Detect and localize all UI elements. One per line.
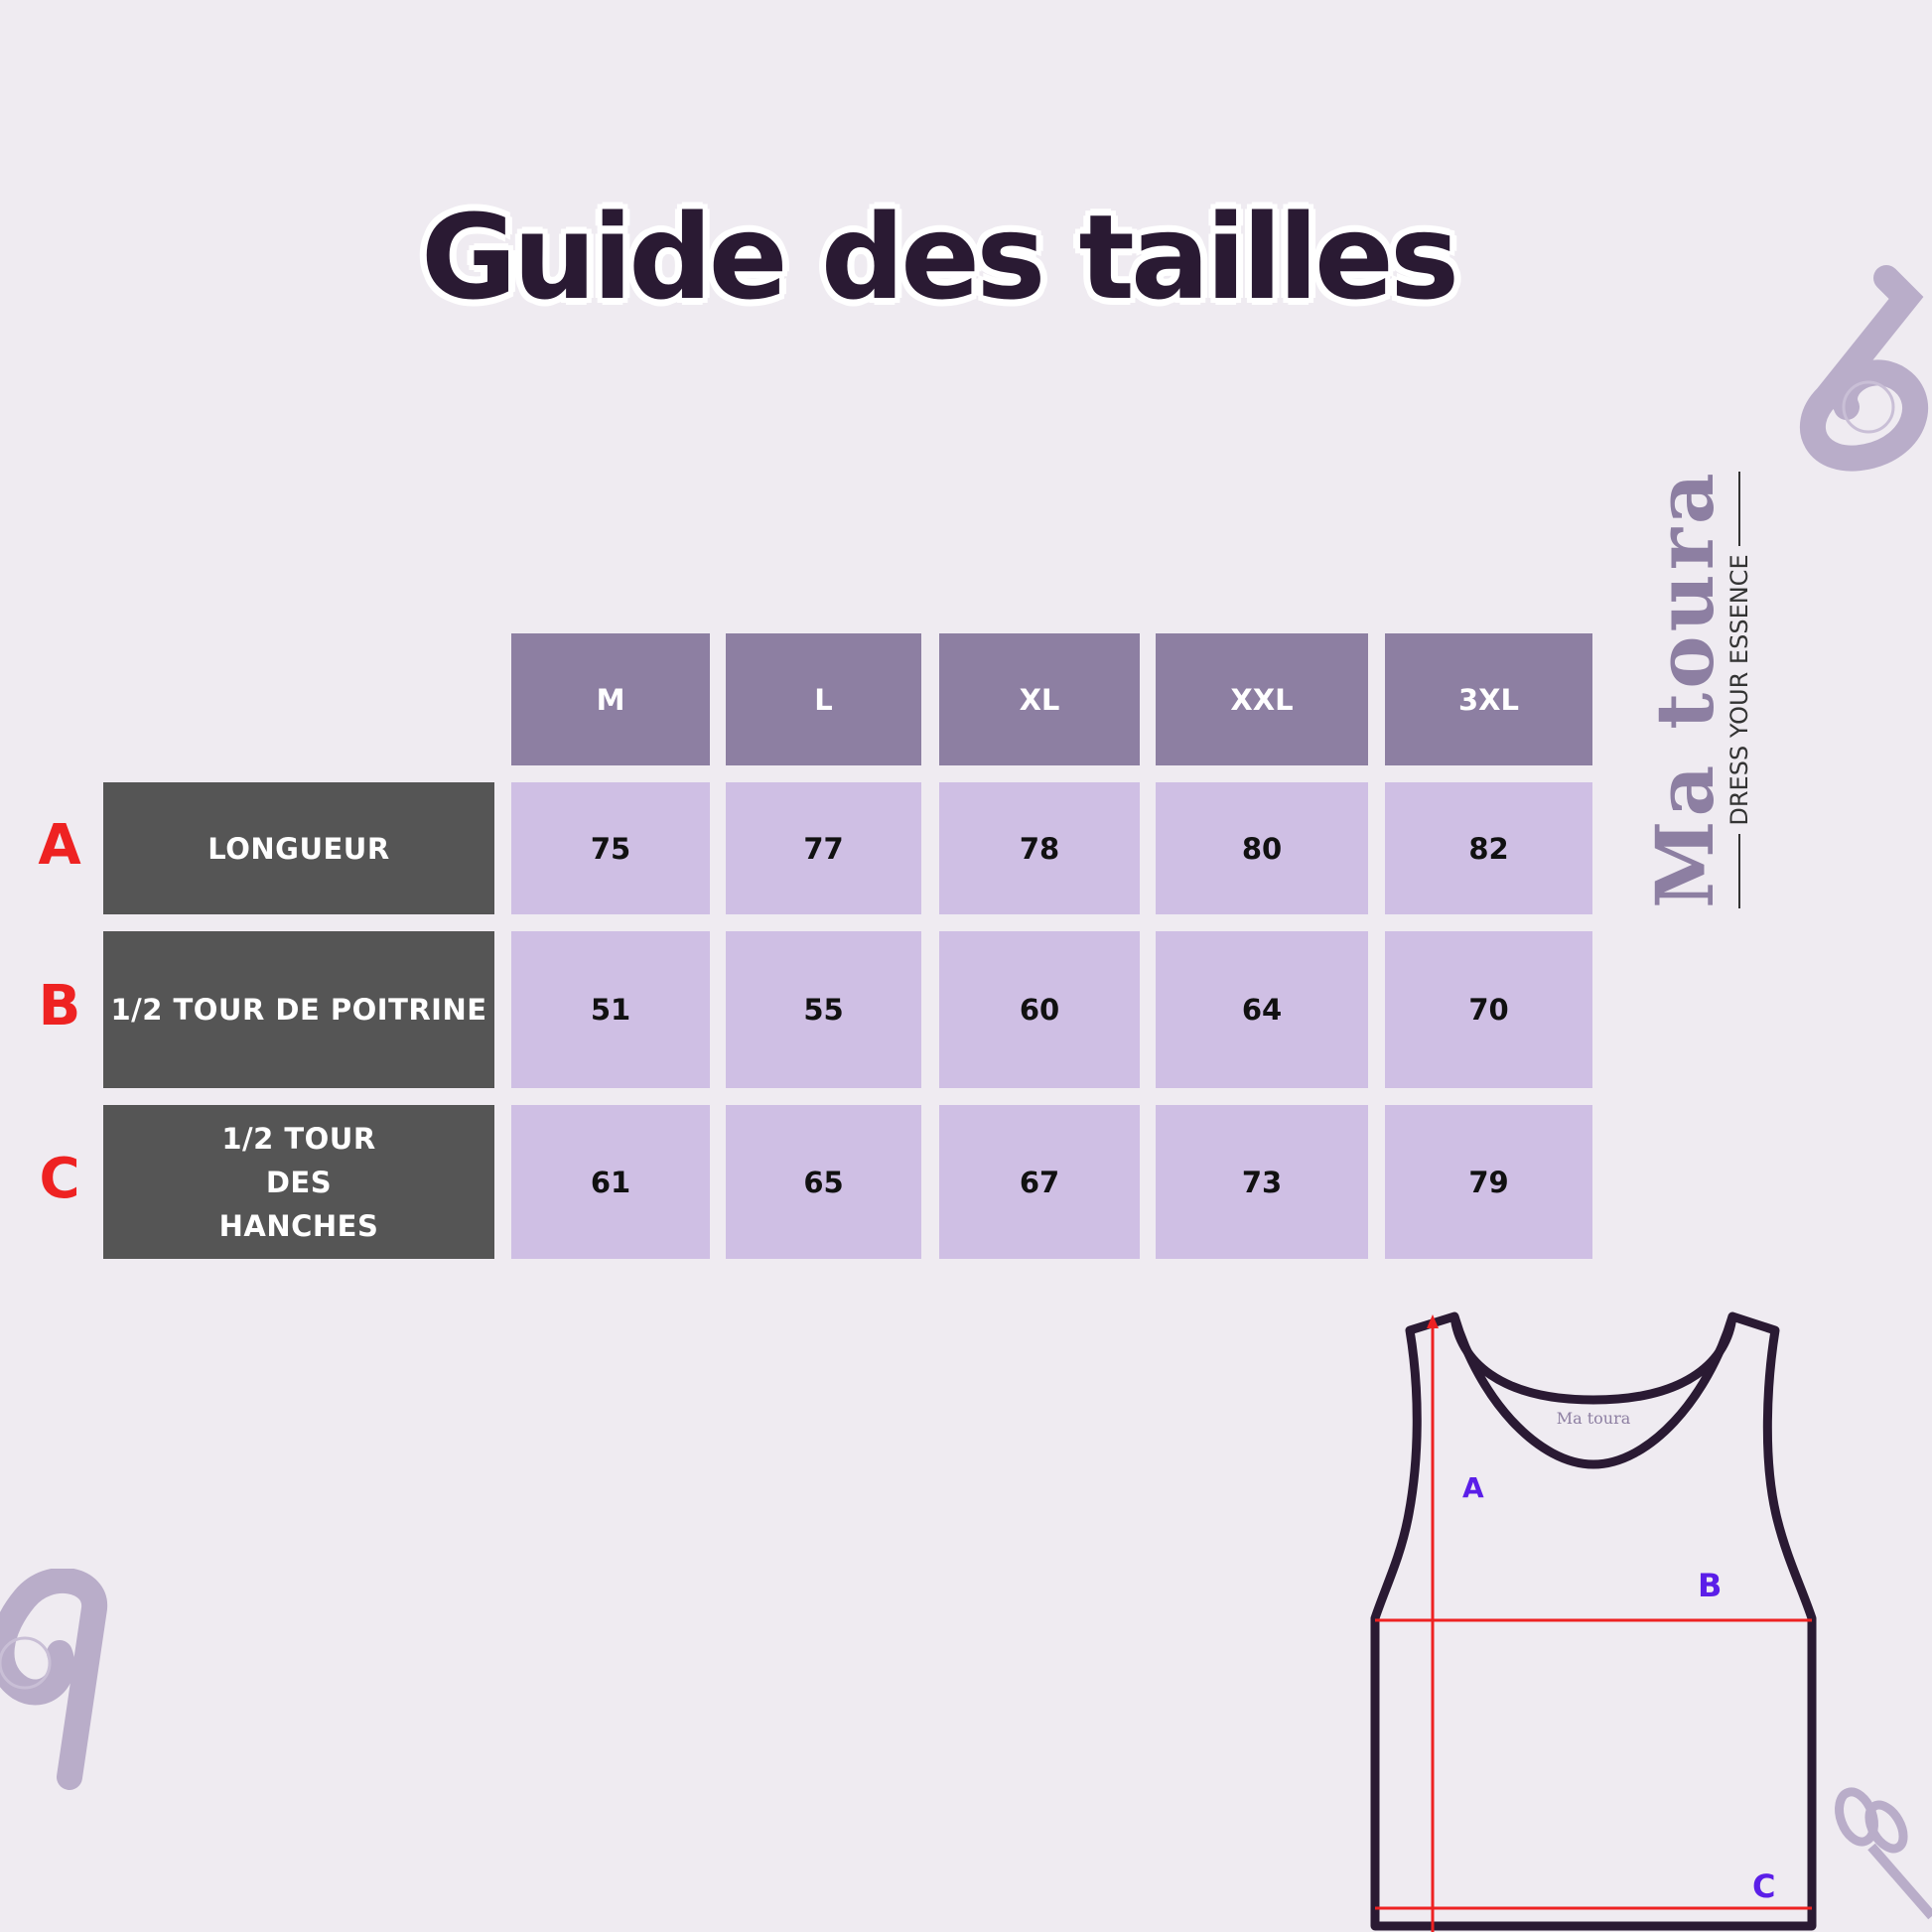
- size-header-l: L: [726, 633, 921, 765]
- table-cell: 67: [939, 1105, 1140, 1259]
- size-header-m: M: [511, 633, 710, 765]
- table-cell: 79: [1385, 1105, 1592, 1259]
- row-letter: A: [38, 812, 81, 878]
- page-title: Guide des tailles: [420, 189, 1459, 326]
- brand-name: Ma toura: [1638, 469, 1731, 908]
- table-cell: 82: [1385, 782, 1592, 914]
- table-cell: 70: [1385, 931, 1592, 1088]
- row-letter: C: [39, 1146, 80, 1211]
- table-cell: 55: [726, 931, 921, 1088]
- table-cell: 75: [511, 782, 710, 914]
- table-cell: 65: [726, 1105, 921, 1259]
- brand-logo: Ma toura DRESS YOUR ESSENCE: [1638, 469, 1753, 908]
- table-cell: 61: [511, 1105, 710, 1259]
- table-cell: 77: [726, 782, 921, 914]
- tape-measure-icon: [0, 1569, 107, 1790]
- tape-measure-icon: [1799, 265, 1928, 472]
- row-letter: B: [38, 974, 81, 1038]
- diagram-label-c: C: [1752, 1867, 1775, 1905]
- table-cell: 80: [1156, 782, 1368, 914]
- table-cell: 64: [1156, 931, 1368, 1088]
- size-header-xl: XL: [939, 633, 1140, 765]
- scissors-icon: [1835, 1787, 1932, 1920]
- tank-neckline: [1449, 1314, 1737, 1469]
- size-header-3xl: 3XL: [1385, 633, 1592, 765]
- table-cell: 51: [511, 931, 710, 1088]
- table-cell: 73: [1156, 1105, 1368, 1259]
- diagram-label-b: B: [1698, 1567, 1722, 1604]
- tank-label-logo: Ma toura: [1557, 1409, 1631, 1428]
- diagram-label-a: A: [1462, 1471, 1484, 1504]
- row-label: LONGUEUR: [103, 782, 494, 914]
- table-cell: 78: [939, 782, 1140, 914]
- size-header-xxl: XXL: [1156, 633, 1368, 765]
- tank-top-diagram: Ma toura A B C: [1370, 1311, 1817, 1932]
- row-label: 1/2 TOUR DE POITRINE: [103, 931, 494, 1088]
- row-label: 1/2 TOUR DES HANCHES: [103, 1105, 494, 1259]
- brand-tagline: DRESS YOUR ESSENCE: [1725, 554, 1753, 826]
- tank-outline: [1370, 1311, 1817, 1931]
- table-cell: 60: [939, 931, 1140, 1088]
